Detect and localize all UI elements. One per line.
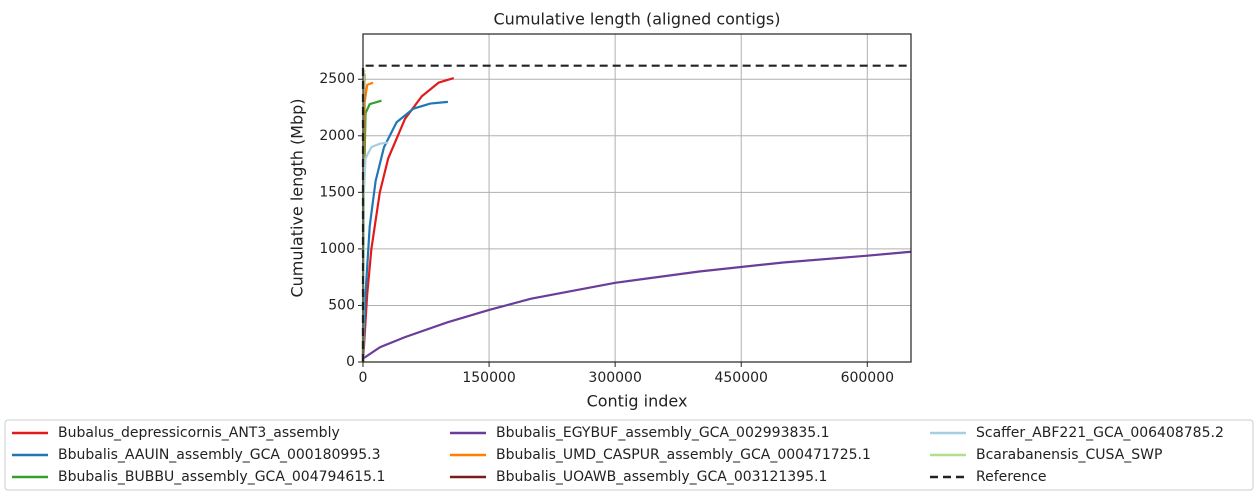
legend-box — [4, 419, 1254, 491]
plot-frame — [362, 33, 912, 363]
y-tick-label: 500 — [328, 297, 355, 313]
chart-title: Cumulative length (aligned contigs) — [494, 10, 781, 29]
legend-label: Bcarabanensis_CUSA_SWP — [976, 447, 1162, 463]
line — [361, 100, 448, 363]
x-tick-label: 450000 — [714, 370, 767, 386]
legend-label: Bbubalis_UMD_CASPUR_assembly_GCA_0004717… — [496, 447, 871, 463]
legend-label: Bbubalis_UOAWB_assembly_GCA_003121395.1 — [496, 469, 827, 485]
legend-label: Scaffer_ABF221_GCA_006408785.2 — [976, 425, 1224, 441]
legend-label: Bbubalis_EGYBUF_assembly_GCA_002993835.1 — [496, 425, 830, 441]
x-tick-label: 0 — [359, 370, 368, 386]
y-axis-label: Cumulative length (Mbp) — [288, 98, 307, 297]
legend-label: Bubalus_depressicornis_ANT3_assembly — [58, 425, 340, 441]
y-tick-label: 0 — [346, 354, 355, 370]
y-tick-label: 1500 — [319, 184, 355, 200]
legend-label: Bbubalis_BUBBU_assembly_GCA_004794615.1 — [58, 469, 385, 485]
y-tick-label: 1000 — [319, 241, 355, 257]
x-tick-label: 150000 — [462, 370, 515, 386]
legend-label: Bbubalis_AAUIN_assembly_GCA_000180995.3 — [58, 447, 381, 463]
line — [361, 77, 455, 363]
legend-label: Reference — [976, 469, 1047, 485]
x-tick-label: 300000 — [588, 370, 641, 386]
x-tick-label: 600000 — [841, 370, 894, 386]
y-tick-label: 2500 — [319, 71, 355, 87]
line — [362, 250, 912, 360]
y-tick-label: 2000 — [319, 128, 355, 144]
x-axis-label: Contig index — [587, 392, 688, 411]
line — [361, 64, 911, 362]
